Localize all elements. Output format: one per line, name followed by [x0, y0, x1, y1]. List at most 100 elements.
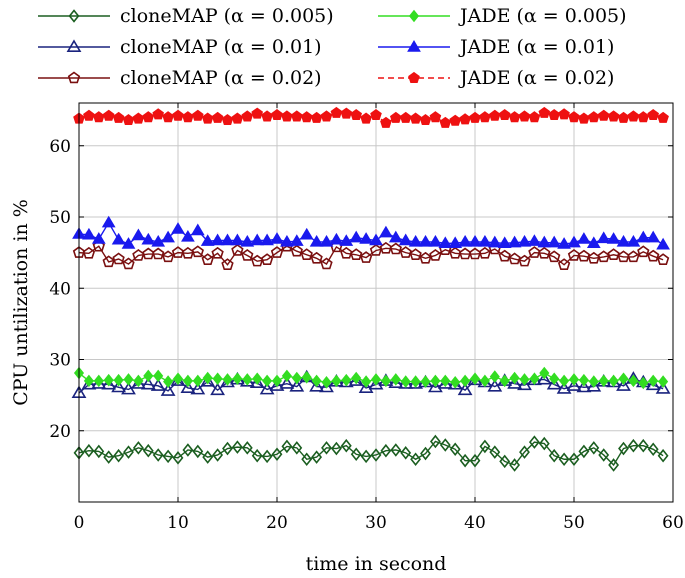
- data-point: [113, 373, 124, 387]
- data-point: [418, 234, 433, 247]
- data-point: [251, 448, 263, 463]
- data-point: [626, 234, 641, 247]
- data-point: [112, 111, 125, 123]
- data-point: [398, 233, 413, 246]
- data-point: [586, 236, 601, 249]
- data-point: [657, 111, 669, 123]
- data-point: [240, 234, 255, 247]
- data-point: [191, 245, 204, 258]
- data-point: [647, 249, 660, 262]
- data-point: [548, 108, 561, 121]
- data-point: [499, 454, 511, 469]
- data-point: [260, 253, 274, 266]
- data-point: [389, 111, 402, 123]
- data-point: [103, 450, 115, 464]
- data-point: [558, 452, 570, 467]
- data-point: [361, 375, 372, 388]
- legend-marker: [407, 40, 421, 52]
- legend: cloneMAP (α = 0.005) cloneMAP (α = 0.01) c…: [38, 5, 627, 89]
- data-point: [101, 376, 117, 390]
- data-point: [449, 442, 461, 457]
- data-point: [536, 371, 552, 385]
- data-point: [498, 108, 511, 121]
- data-point: [379, 241, 393, 254]
- data-point: [311, 374, 322, 388]
- data-point: [162, 111, 174, 123]
- data-point: [162, 449, 174, 464]
- data-point: [608, 374, 619, 388]
- data-point: [150, 378, 166, 391]
- data-point: [191, 109, 204, 121]
- data-point: [102, 109, 115, 121]
- data-point: [538, 246, 551, 259]
- data-point: [112, 252, 125, 265]
- data-point: [567, 235, 581, 248]
- data-point: [349, 230, 364, 243]
- data-point: [559, 374, 570, 388]
- data-point: [608, 458, 620, 472]
- data-point: [290, 110, 303, 122]
- data-point: [598, 374, 609, 388]
- data-point: [568, 111, 580, 123]
- data-point: [627, 110, 640, 122]
- data-point: [340, 246, 353, 259]
- data-point: [320, 110, 333, 122]
- data-point: [548, 250, 561, 263]
- data-point: [92, 239, 105, 252]
- data-point: [231, 112, 244, 124]
- data-point: [428, 379, 443, 393]
- data-point: [82, 227, 96, 240]
- data-point: [479, 374, 490, 388]
- data-point: [172, 451, 184, 465]
- data-point: [261, 449, 273, 464]
- data-point: [410, 452, 422, 467]
- x-tick-label: 40: [464, 513, 486, 533]
- data-point: [140, 376, 156, 390]
- data-point: [419, 251, 432, 264]
- x-tick-label: 60: [662, 513, 684, 533]
- data-point: [259, 381, 275, 395]
- data-point: [340, 438, 352, 453]
- data-point: [637, 111, 650, 123]
- data-point: [489, 445, 501, 459]
- data-point: [577, 249, 591, 262]
- data-point: [300, 248, 313, 261]
- data-point: [655, 381, 671, 394]
- data-point: [637, 438, 649, 453]
- data-point: [588, 375, 599, 388]
- data-point: [449, 246, 462, 259]
- data-point: [487, 235, 502, 248]
- data-point: [388, 375, 404, 389]
- data-point: [419, 113, 432, 126]
- data-point: [221, 113, 234, 126]
- data-point: [458, 234, 472, 247]
- data-point: [133, 374, 144, 388]
- y-tick-label: 50: [49, 208, 71, 228]
- data-point: [539, 366, 550, 380]
- series-6: [73, 106, 669, 128]
- data-point: [656, 253, 670, 266]
- data-point: [606, 232, 621, 244]
- data-point: [509, 458, 521, 472]
- data-point: [508, 111, 521, 123]
- data-point: [409, 248, 422, 261]
- data-point: [438, 236, 453, 249]
- data-point: [616, 234, 631, 247]
- data-point: [132, 112, 145, 124]
- data-point: [420, 375, 431, 388]
- data-point: [368, 376, 384, 390]
- data-point: [310, 111, 323, 123]
- data-point: [439, 438, 451, 452]
- data-point: [260, 233, 274, 246]
- data-point: [370, 108, 382, 121]
- data-point: [123, 373, 134, 386]
- data-point: [549, 372, 560, 386]
- data-point: [231, 244, 244, 256]
- data-point: [647, 108, 660, 121]
- data-point: [607, 110, 620, 122]
- data-point: [517, 377, 532, 391]
- data-point: [210, 233, 225, 246]
- data-point: [143, 369, 154, 383]
- data-point: [122, 257, 135, 270]
- data-point: [350, 108, 363, 121]
